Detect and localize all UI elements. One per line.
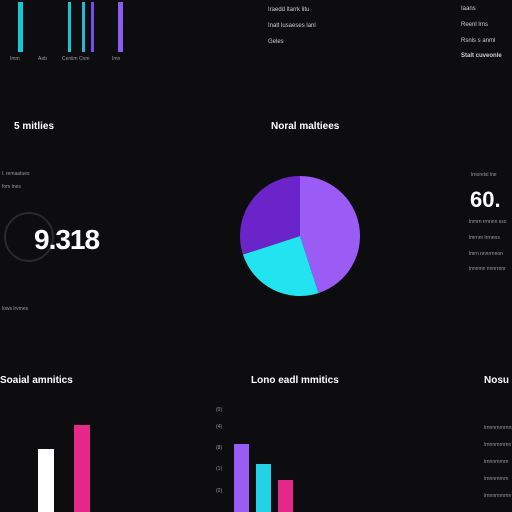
top-left-bar-chart bbox=[0, 0, 140, 52]
right-panel-subtitle: lrnorelsl lne bbox=[471, 172, 497, 178]
left-panel-caption: lows lrvmes bbox=[2, 306, 29, 312]
tick-label: Imm bbox=[10, 56, 20, 62]
bottom-right-row: lrnnnrnrnrn bbox=[484, 476, 509, 482]
bar bbox=[82, 2, 85, 52]
right-panel-row: lnnnmn nnnrronr bbox=[469, 266, 506, 272]
right-panel-value: 60. bbox=[470, 187, 501, 212]
bar bbox=[38, 449, 54, 512]
bar bbox=[74, 425, 90, 512]
pie-chart bbox=[240, 176, 360, 296]
left-panel-label: l. remaatues bbox=[2, 171, 30, 177]
top-center-line: Geles bbox=[268, 39, 284, 45]
tick-label: Imn bbox=[112, 56, 121, 62]
pie-slice bbox=[300, 176, 360, 294]
right-panel-row: lnmrn rrnnnn sso bbox=[469, 219, 507, 225]
pie-slice bbox=[242, 236, 319, 296]
bottom-right-row: lrnnnrnrnrnns bbox=[484, 425, 512, 431]
top-right-line: Reenl lrns bbox=[461, 22, 489, 28]
bottom-center-title: Lono eadl mmitics bbox=[251, 375, 339, 386]
gauge-ring bbox=[4, 212, 54, 262]
left-panel-title: 5 mitlies bbox=[14, 121, 55, 132]
top-center-line: Inalt lusaeses lanl bbox=[268, 23, 316, 29]
axis-tick: (8) bbox=[216, 445, 223, 451]
tick-label: Aeb bbox=[38, 56, 47, 62]
top-right-line: Stalt cuveonle bbox=[461, 53, 502, 59]
bar bbox=[234, 444, 249, 512]
pie-slice bbox=[240, 176, 300, 255]
axis-tick: (0) bbox=[216, 488, 223, 494]
top-right-line: Rsnls s anml bbox=[461, 38, 496, 44]
axis-tick: (4) bbox=[216, 424, 223, 430]
bar bbox=[256, 464, 271, 512]
top-center-line: Iraedd ltarrk litu bbox=[268, 7, 310, 13]
bar bbox=[118, 2, 123, 52]
bottom-left-title: Soaial amnitics bbox=[0, 375, 73, 386]
pie-panel-title: Noral maltiees bbox=[271, 121, 340, 132]
top-right-line: Iaans bbox=[461, 6, 476, 12]
axis-tick: (1) bbox=[216, 466, 223, 472]
left-panel-value: 9.318 bbox=[34, 224, 100, 255]
bottom-right-row: lrnnnrnrnrn bbox=[484, 459, 509, 465]
left-panel-label: fom lnes bbox=[2, 184, 21, 190]
right-panel-row: lmrnnr lrrnnns bbox=[469, 235, 500, 241]
bottom-left-bar-chart bbox=[30, 412, 100, 512]
bottom-right-title: Nosu lmt bbox=[484, 375, 512, 386]
bar bbox=[18, 2, 23, 52]
axis-tick: (0) bbox=[216, 407, 223, 413]
bottom-right-row: lrnnnrnrnrnn bbox=[484, 493, 512, 499]
bottom-center-bar-chart bbox=[230, 432, 300, 512]
bar bbox=[278, 480, 293, 512]
tick-label: Ceniim Cnm bbox=[62, 56, 90, 62]
bottom-right-row: lrnnnrnrnrnn bbox=[484, 442, 512, 448]
bar bbox=[68, 2, 71, 52]
bar bbox=[91, 2, 94, 52]
right-panel-row: lmrn nnnrrnnon bbox=[469, 251, 503, 257]
